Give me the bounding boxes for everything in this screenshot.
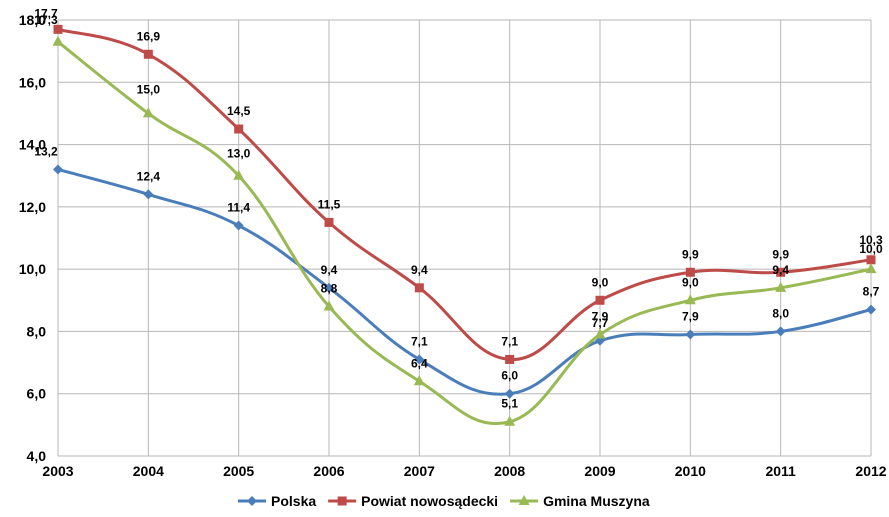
y-tick-label: 14,0 [19,137,46,153]
gridlines [57,19,872,457]
legend-marker [337,496,347,506]
data-point [865,263,877,274]
data-label: 7,7 [592,316,609,330]
data-point [776,267,786,277]
data-label: 14,5 [227,104,251,118]
data-point [866,255,876,265]
legend-marker [247,496,257,506]
data-point [685,329,696,340]
data-point [324,282,334,293]
data-label: 11,5 [318,197,341,211]
data-label: 9,9 [772,247,789,261]
legend: Polska Powiat nowosądecki Gmina Muszyna [238,493,650,509]
data-label: 9,0 [682,275,699,289]
series-line [57,40,872,425]
legend-item: Polska [238,493,316,509]
x-tick-label: 2005 [223,463,254,479]
data-point [414,354,425,365]
data-label: 9,4 [772,263,789,277]
data-label: 13,0 [227,147,251,161]
data-point [234,124,244,134]
x-axis-ticks: 2003 2004 2005 2006 2007 2008 2009 2010 2011 2012 [42,463,886,479]
data-point [143,49,153,59]
x-tick-label: 2011 [765,463,796,479]
data-label: 7,9 [592,310,609,324]
data-point [594,328,606,339]
data-point [233,220,244,231]
x-tick-label: 2008 [494,463,525,479]
y-tick-label: 12,0 [19,199,46,215]
data-label: 17,3 [34,13,58,27]
x-tick-label: 2004 [133,463,164,479]
data-label: 8,7 [863,285,880,299]
data-labels: 13,212,411,49,47,16,07,7 7,9 8,08,717,716,… [34,6,883,410]
data-label: 10,0 [859,242,883,256]
series-gmina-muszyna [52,35,877,426]
series-powiat-nowosądecki [53,24,876,364]
series-polska [53,164,876,399]
data-label: 7,9 [682,310,699,324]
data-label: 12,4 [137,169,161,183]
x-tick-label: 2009 [584,463,615,479]
legend-item: Powiat nowosądecki [328,493,498,509]
data-point [142,107,154,118]
data-point [504,388,515,399]
data-point [775,326,786,337]
x-tick-label: 2012 [855,463,886,479]
x-tick-label: 2006 [313,463,344,479]
data-point [53,164,63,175]
y-tick-label: 18,0 [19,12,46,28]
data-point [52,35,64,46]
series-lines [52,24,877,426]
data-label: 10,3 [859,233,883,247]
data-point [324,217,334,227]
data-point [505,354,515,364]
series-line [57,27,872,361]
legend-label: Powiat nowosądecki [361,493,498,509]
data-label: 5,1 [501,397,518,411]
legend-label: Gmina Muszyna [543,493,650,509]
data-label: 8,8 [321,282,338,296]
data-point [775,281,787,292]
y-tick-label: 16,0 [19,74,46,90]
data-label: 8,0 [772,306,789,320]
data-label: 9,4 [321,263,338,277]
y-tick-label: 10,0 [19,261,46,277]
data-label: 11,4 [227,201,250,215]
x-tick-label: 2003 [42,463,73,479]
legend-marker [518,495,530,505]
legend-label: Polska [271,493,316,509]
data-point [143,189,154,200]
data-point [685,267,695,277]
data-point [233,169,245,180]
data-point [684,294,696,305]
data-label: 7,1 [411,334,428,348]
y-axis-ticks: 4,0 6,0 8,0 10,0 12,0 14,0 16,0 18,0 [19,12,46,464]
data-label: 9,4 [411,263,428,277]
data-label: 6,0 [501,369,518,383]
data-label: 17,7 [34,6,58,20]
data-label: 16,9 [137,29,161,43]
data-label: 7,1 [501,334,518,348]
y-tick-label: 4,0 [27,448,47,464]
data-label: 13,2 [34,144,58,158]
series-line [57,168,872,396]
x-tick-label: 2010 [675,463,706,479]
legend-item: Gmina Muszyna [510,493,650,509]
data-label: 9,0 [592,275,609,289]
data-point [595,295,605,305]
data-label: 6,4 [411,356,428,370]
data-label: 9,9 [682,247,699,261]
data-point [504,415,516,426]
y-tick-label: 8,0 [27,323,47,339]
data-point [414,283,424,293]
data-point [53,24,63,34]
data-point [866,304,876,315]
data-label: 15,0 [137,82,161,96]
data-point [413,375,425,386]
y-tick-label: 6,0 [27,386,47,402]
x-tick-label: 2007 [404,463,435,479]
data-point [323,300,335,311]
